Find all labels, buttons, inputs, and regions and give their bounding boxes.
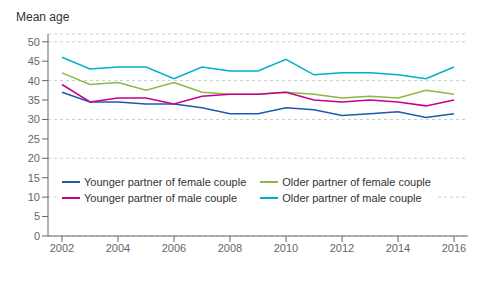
svg-text:2010: 2010 — [274, 242, 298, 254]
svg-text:15: 15 — [28, 172, 40, 184]
svg-text:20: 20 — [28, 152, 40, 164]
html-text:Younger partner of male couple: Younger partner of male couple — [84, 192, 238, 204]
html-text:Younger partner of female coup: Younger partner of female couple — [84, 176, 247, 188]
svg-text:35: 35 — [28, 94, 40, 106]
svg-text:50: 50 — [28, 36, 40, 48]
svg-text:5: 5 — [34, 210, 40, 222]
svg-text:30: 30 — [28, 113, 40, 125]
svg-text:45: 45 — [28, 55, 40, 67]
svg-text:25: 25 — [28, 133, 40, 145]
svg-text:2002: 2002 — [50, 242, 74, 254]
svg-text:40: 40 — [28, 75, 40, 87]
svg-text:2014: 2014 — [386, 242, 410, 254]
svg-text:2004: 2004 — [106, 242, 130, 254]
svg-text:2016: 2016 — [442, 242, 466, 254]
html-text:Older partner of female couple: Older partner of female couple — [282, 176, 431, 188]
svg-text:2012: 2012 — [330, 242, 354, 254]
svg-text:2008: 2008 — [218, 242, 242, 254]
svg-text:10: 10 — [28, 191, 40, 203]
svg-text:0: 0 — [34, 230, 40, 242]
svg-text:2006: 2006 — [162, 242, 186, 254]
html-text:Older partner of male couple: Older partner of male couple — [282, 192, 422, 204]
html-text:Mean age: Mean age — [16, 10, 70, 24]
